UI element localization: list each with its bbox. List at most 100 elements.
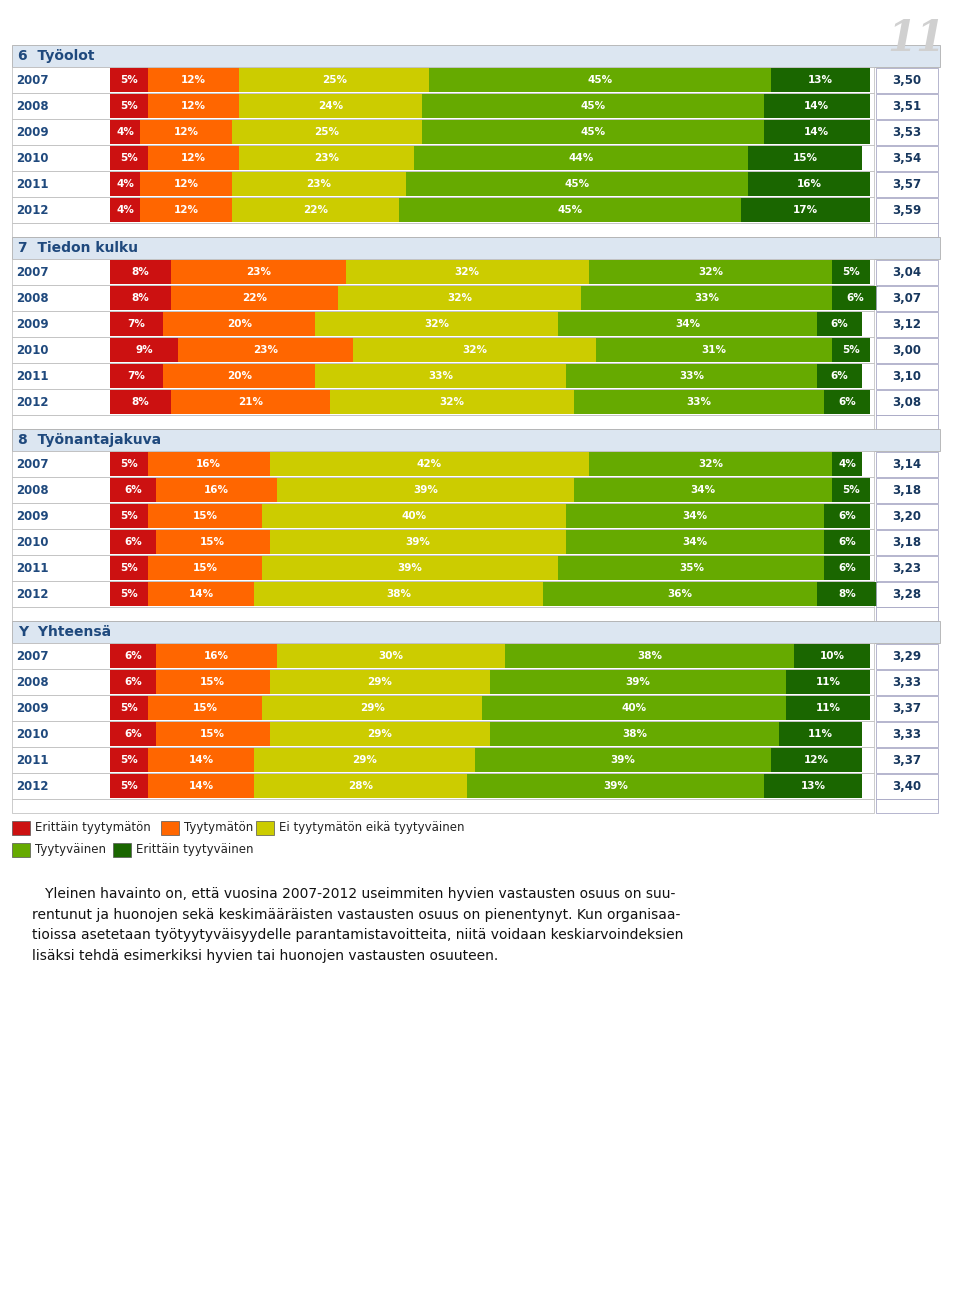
Bar bbox=[876, 451, 938, 476]
Bar bbox=[110, 530, 156, 554]
Bar bbox=[110, 748, 148, 771]
Text: 6%: 6% bbox=[124, 729, 142, 739]
Bar bbox=[12, 415, 874, 429]
Text: 3,50: 3,50 bbox=[893, 73, 922, 86]
Text: 14%: 14% bbox=[188, 589, 214, 598]
Bar bbox=[876, 774, 938, 799]
Text: 6%: 6% bbox=[838, 397, 856, 407]
Text: 32%: 32% bbox=[424, 319, 449, 329]
Text: 6%: 6% bbox=[124, 677, 142, 687]
Bar bbox=[12, 46, 940, 66]
Text: 40%: 40% bbox=[401, 511, 426, 520]
Bar bbox=[876, 582, 938, 606]
Text: 4%: 4% bbox=[116, 180, 134, 189]
Bar bbox=[876, 748, 938, 773]
Bar bbox=[148, 556, 262, 580]
Text: 3,51: 3,51 bbox=[893, 99, 922, 112]
Bar bbox=[825, 390, 870, 414]
Text: 28%: 28% bbox=[348, 781, 373, 791]
Text: 3,18: 3,18 bbox=[893, 536, 922, 549]
Bar bbox=[110, 338, 179, 362]
Text: 2012: 2012 bbox=[16, 779, 49, 792]
Bar bbox=[12, 843, 30, 857]
Bar bbox=[876, 670, 938, 695]
Text: 10%: 10% bbox=[820, 650, 845, 661]
Bar bbox=[12, 821, 30, 835]
Bar bbox=[179, 338, 353, 362]
Text: 11%: 11% bbox=[816, 703, 841, 713]
Bar bbox=[110, 364, 163, 388]
Text: 7%: 7% bbox=[128, 371, 146, 381]
Bar bbox=[876, 644, 938, 669]
Bar bbox=[148, 748, 254, 771]
Text: 2008: 2008 bbox=[16, 291, 49, 304]
Text: 2012: 2012 bbox=[16, 396, 49, 409]
Bar bbox=[543, 582, 817, 606]
Text: 2009: 2009 bbox=[16, 510, 49, 523]
Text: 39%: 39% bbox=[413, 485, 438, 494]
Bar bbox=[876, 68, 938, 92]
Text: 23%: 23% bbox=[314, 154, 339, 163]
Text: 30%: 30% bbox=[378, 650, 404, 661]
Bar bbox=[110, 146, 148, 170]
Bar bbox=[12, 747, 874, 773]
Bar bbox=[832, 338, 870, 362]
Bar bbox=[330, 390, 574, 414]
Text: 3,14: 3,14 bbox=[893, 458, 922, 471]
Bar bbox=[12, 429, 940, 451]
Bar bbox=[876, 530, 938, 554]
Bar bbox=[12, 237, 940, 259]
Bar bbox=[832, 286, 877, 310]
Bar bbox=[171, 260, 346, 284]
Text: 6%: 6% bbox=[838, 563, 856, 572]
Text: 40%: 40% bbox=[622, 703, 647, 713]
Text: 2009: 2009 bbox=[16, 701, 49, 714]
Bar bbox=[406, 172, 749, 196]
Bar bbox=[110, 696, 148, 719]
Bar bbox=[876, 337, 938, 363]
Bar bbox=[876, 722, 938, 747]
Bar bbox=[270, 722, 490, 745]
Bar bbox=[490, 722, 779, 745]
Text: 39%: 39% bbox=[611, 755, 636, 765]
Text: 38%: 38% bbox=[386, 589, 411, 598]
Bar bbox=[786, 696, 870, 719]
Bar bbox=[12, 721, 874, 747]
Bar bbox=[876, 503, 938, 528]
Text: 34%: 34% bbox=[683, 537, 708, 546]
Bar bbox=[876, 696, 938, 721]
Bar bbox=[231, 172, 406, 196]
Bar bbox=[140, 120, 231, 144]
Text: 16%: 16% bbox=[204, 650, 228, 661]
Text: 21%: 21% bbox=[238, 397, 263, 407]
Bar bbox=[421, 120, 763, 144]
Bar bbox=[256, 821, 274, 835]
Text: 14%: 14% bbox=[188, 781, 214, 791]
Text: 16%: 16% bbox=[204, 485, 228, 494]
Bar bbox=[113, 843, 131, 857]
Bar bbox=[110, 670, 156, 693]
Bar bbox=[876, 120, 938, 144]
Text: 6%: 6% bbox=[124, 537, 142, 546]
Bar bbox=[110, 774, 148, 798]
Bar bbox=[148, 696, 262, 719]
Bar bbox=[270, 451, 588, 476]
Bar bbox=[414, 146, 749, 170]
Text: 13%: 13% bbox=[801, 781, 826, 791]
Text: 33%: 33% bbox=[679, 371, 704, 381]
Text: 33%: 33% bbox=[694, 293, 719, 303]
Text: 11%: 11% bbox=[816, 677, 841, 687]
Text: 2009: 2009 bbox=[16, 125, 49, 138]
Text: 5%: 5% bbox=[120, 459, 138, 468]
Text: 6%: 6% bbox=[838, 537, 856, 546]
Text: 4%: 4% bbox=[116, 127, 134, 137]
Text: 6%: 6% bbox=[846, 293, 864, 303]
Text: 6%: 6% bbox=[830, 371, 849, 381]
Bar bbox=[161, 821, 179, 835]
Bar bbox=[156, 670, 270, 693]
Text: 2008: 2008 bbox=[16, 675, 49, 688]
Text: 3,57: 3,57 bbox=[893, 177, 922, 190]
Text: 34%: 34% bbox=[683, 511, 708, 520]
Bar bbox=[231, 198, 398, 222]
Bar bbox=[876, 222, 938, 237]
